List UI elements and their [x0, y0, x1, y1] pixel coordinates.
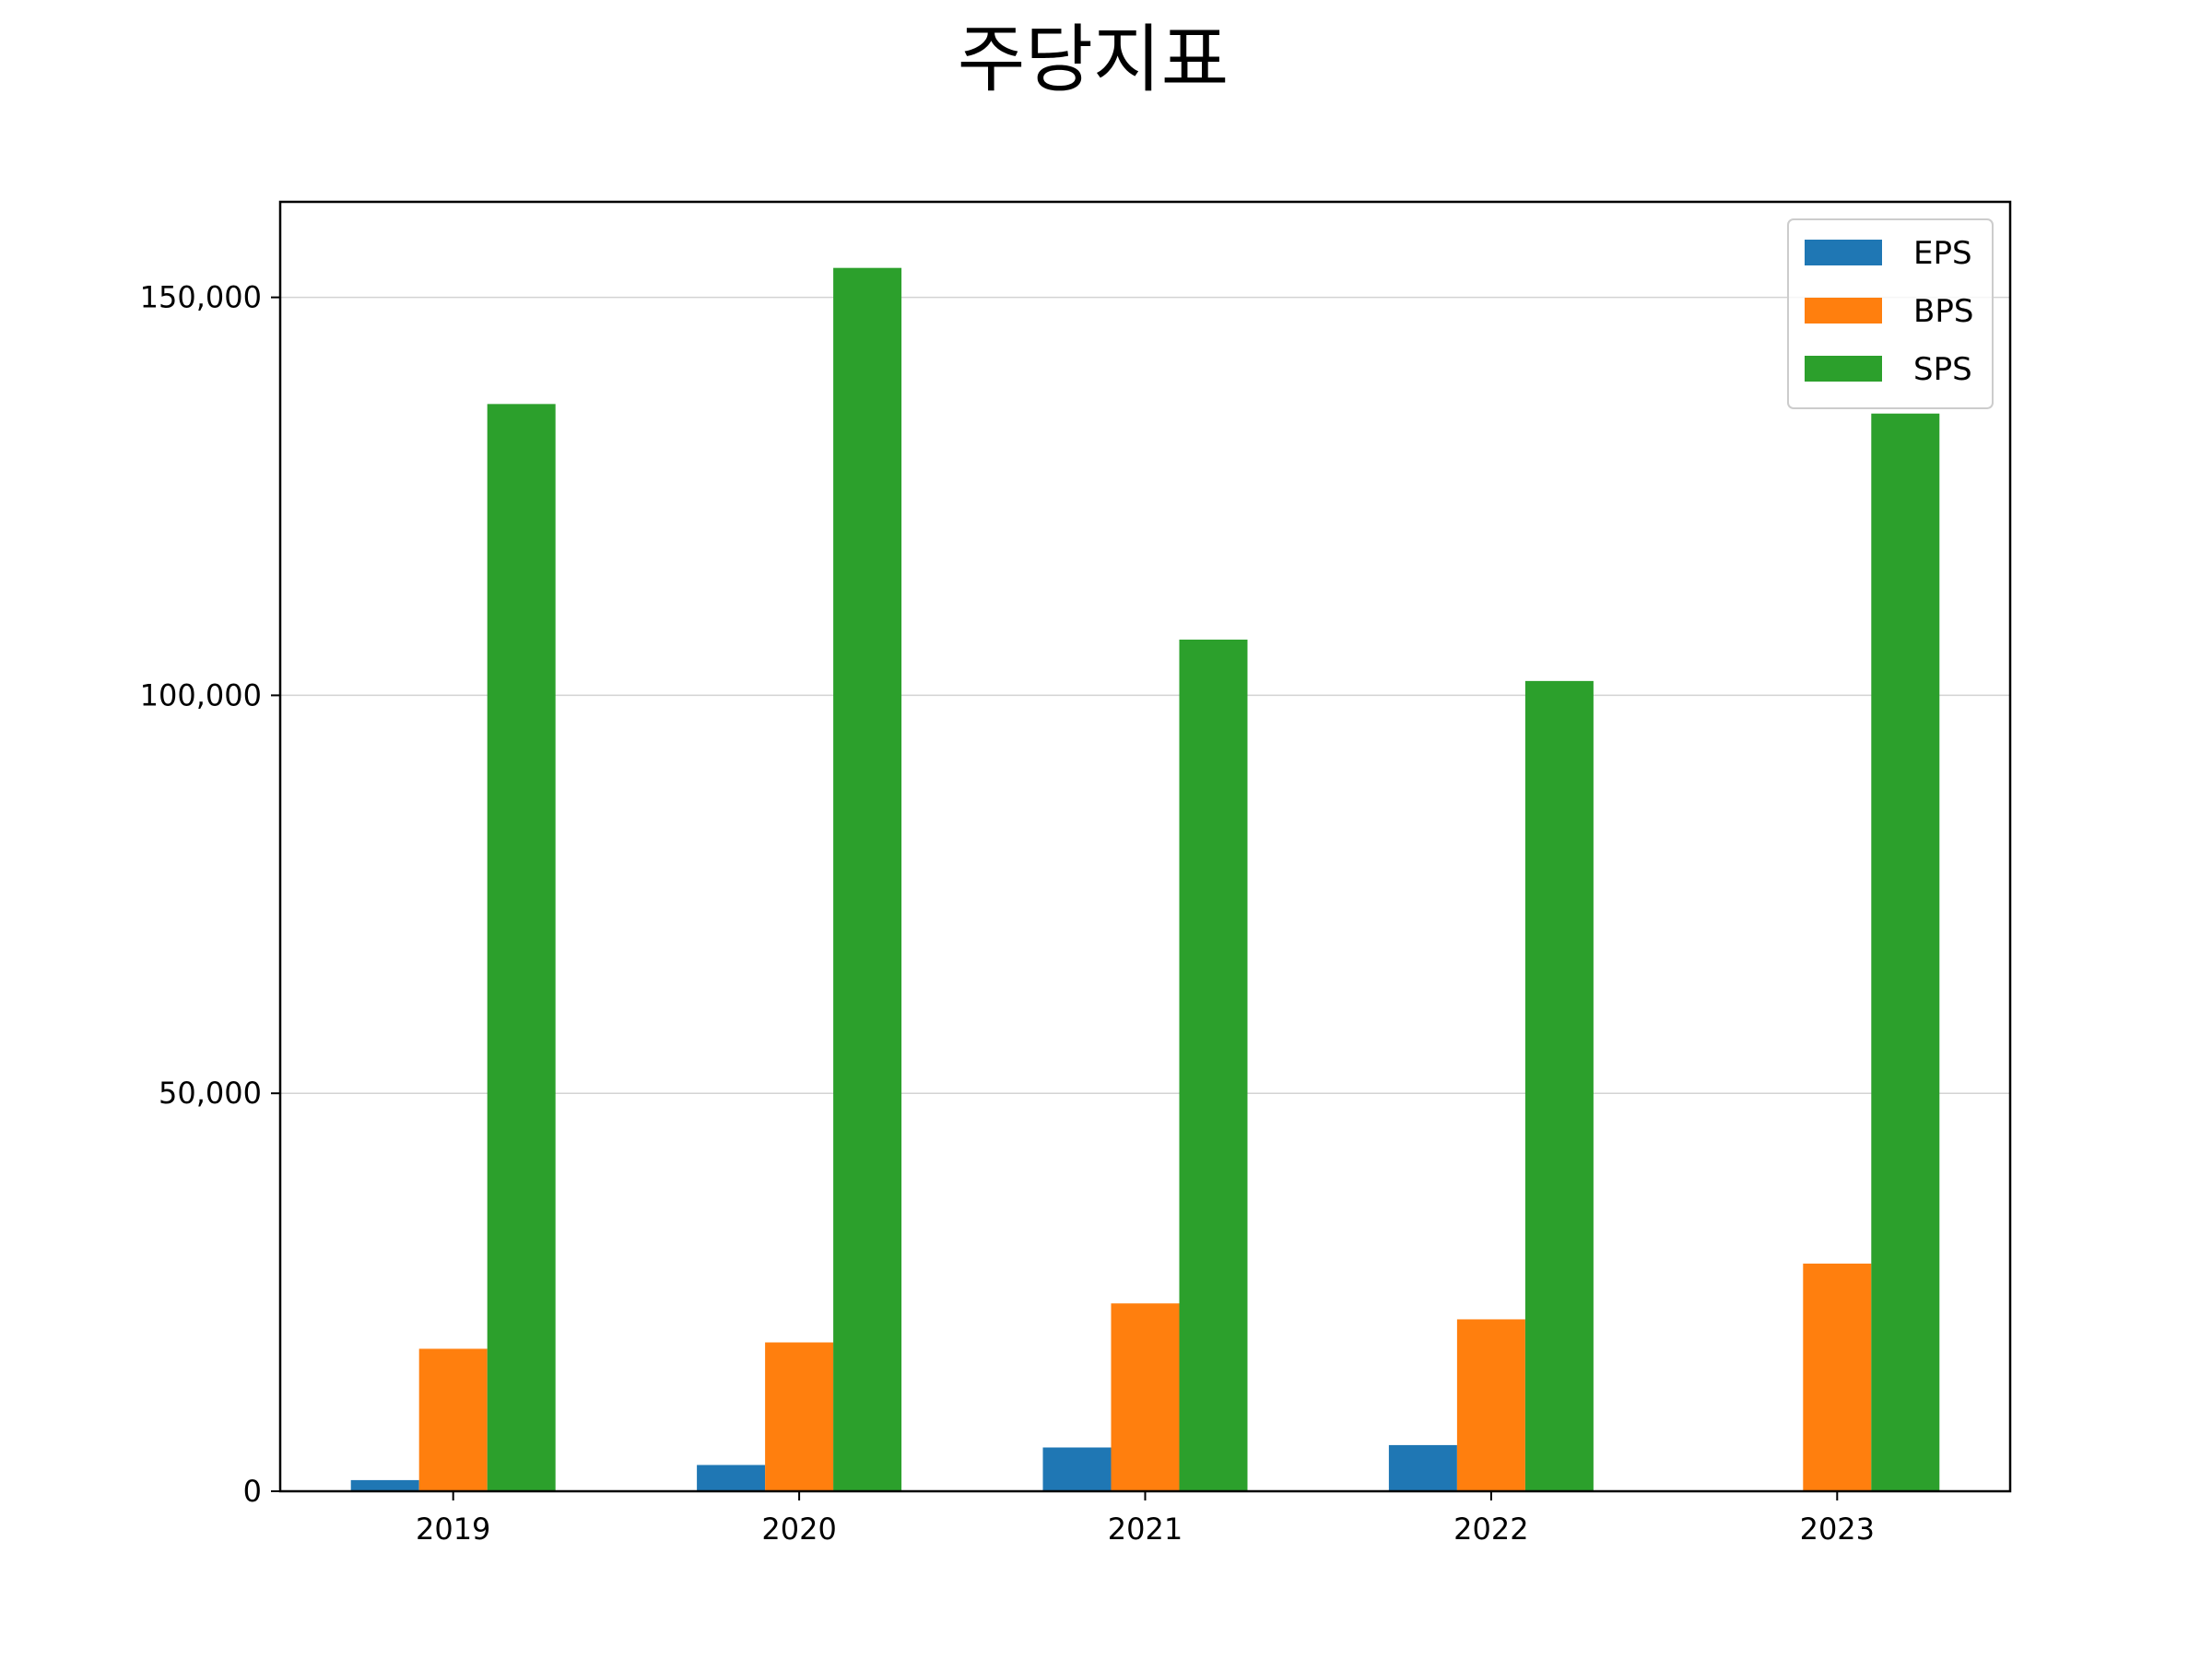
y-tick-label-0: 0: [243, 1474, 262, 1509]
y-tick-label-1: 50,000: [159, 1076, 262, 1111]
x-tick-label-2019: 2019: [416, 1512, 490, 1547]
y-tick-label-3: 150,000: [140, 280, 262, 315]
grid-lines: [280, 296, 2010, 1094]
bar-eps-2021: [1042, 1447, 1112, 1491]
bar-bps-2022: [1456, 1319, 1525, 1491]
x-tick-label-2020: 2020: [761, 1512, 836, 1547]
bar-eps-2022: [1388, 1444, 1457, 1491]
x-tick-label-2022: 2022: [1453, 1512, 1528, 1547]
bar-sps-2022: [1524, 680, 1594, 1491]
legend-swatch-eps: [1805, 240, 1882, 265]
bar-sps-2021: [1179, 639, 1248, 1491]
chart-title: 주당지표: [958, 17, 1229, 102]
bar-bps-2023: [1803, 1264, 1872, 1491]
x-tick-label-2021: 2021: [1108, 1512, 1182, 1547]
bar-bps-2020: [765, 1342, 834, 1491]
legend-label-sps: SPS: [1913, 351, 1972, 388]
legend-label-eps: EPS: [1913, 235, 1972, 272]
x-tick-label-2023: 2023: [1800, 1512, 1875, 1547]
bar-eps-2019: [350, 1479, 419, 1491]
legend-swatch-sps: [1805, 356, 1882, 382]
axes: 0 50,000 100,000 150,000 2019 2020 2021 2022 202…: [140, 200, 2012, 1547]
bar-bps-2021: [1111, 1303, 1180, 1491]
y-tick-label-2: 100,000: [140, 677, 262, 712]
bar-sps-2020: [833, 267, 902, 1492]
bars: [350, 267, 1940, 1492]
bar-sps-2019: [487, 404, 556, 1492]
bar-bps-2019: [418, 1348, 488, 1491]
legend-swatch-bps: [1805, 298, 1882, 324]
bar-sps-2023: [1871, 413, 1940, 1491]
bar-eps-2020: [697, 1465, 766, 1491]
legend[interactable]: EPS BPS SPS: [1787, 218, 1994, 409]
legend-label-bps: BPS: [1913, 293, 1973, 330]
